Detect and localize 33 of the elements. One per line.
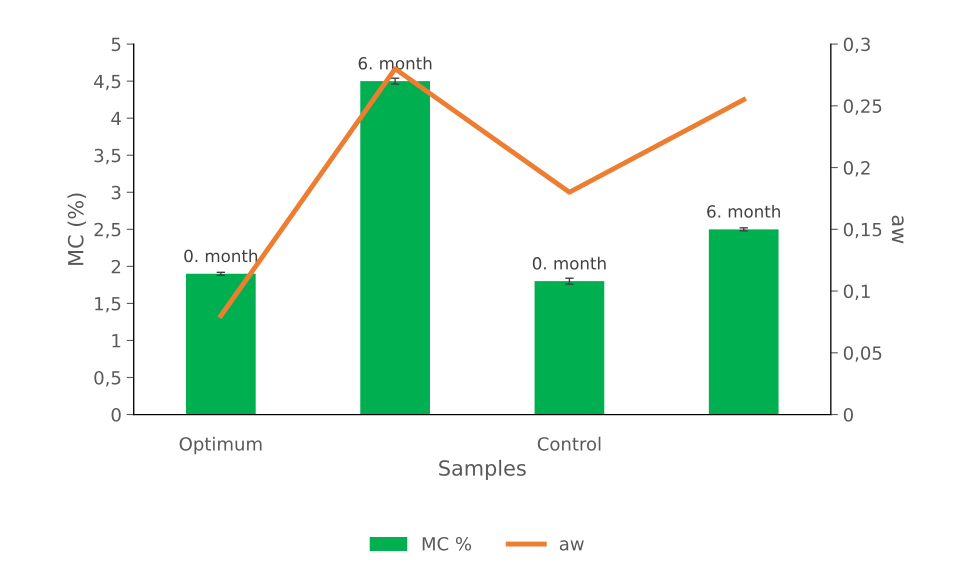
annotation: 6. month bbox=[707, 204, 780, 218]
bar bbox=[534, 281, 604, 415]
legend-label: aw bbox=[560, 540, 584, 551]
y-tick-label: 0,5 bbox=[94, 370, 120, 386]
bar bbox=[708, 229, 779, 415]
y2-tick-label: 0,3 bbox=[844, 38, 870, 54]
y-tick-label: 2,5 bbox=[94, 222, 120, 238]
x-tick-label: Optimum bbox=[180, 436, 262, 454]
y2-tick-label: 0,05 bbox=[844, 346, 882, 362]
y2-tick-label: 0 bbox=[844, 408, 853, 422]
y-tick-label: 2 bbox=[112, 260, 120, 274]
y-tick-label: 4 bbox=[111, 112, 121, 126]
y-tick-label: 3 bbox=[112, 186, 120, 200]
y-tick-label: 5 bbox=[112, 38, 120, 52]
x-axis-title: Samples bbox=[439, 460, 526, 480]
x-tick-label: Control bbox=[538, 436, 600, 451]
legend-label: MC % bbox=[422, 536, 472, 551]
y-tick-label: 3,5 bbox=[94, 148, 120, 164]
annotation: 0. month bbox=[184, 249, 258, 262]
y2-tick-label: 0,2 bbox=[844, 161, 870, 177]
bar bbox=[360, 81, 430, 415]
y2-axis-title: aw bbox=[892, 216, 904, 244]
y-tick-label: 1,5 bbox=[95, 297, 120, 312]
y-tick-label: 1 bbox=[112, 334, 120, 348]
annotation: 6. month bbox=[358, 56, 432, 70]
annotation: 0. month bbox=[532, 256, 606, 270]
bar bbox=[186, 274, 256, 415]
y-axis-title: MC (%) bbox=[67, 194, 86, 265]
y2-tick-label: 0,15 bbox=[844, 222, 882, 238]
y-tick-label: 4,5 bbox=[94, 74, 120, 90]
y2-tick-label: 0,1 bbox=[844, 284, 870, 300]
y-tick-label: 0 bbox=[112, 408, 121, 422]
y2-tick-label: 0,25 bbox=[844, 99, 882, 115]
